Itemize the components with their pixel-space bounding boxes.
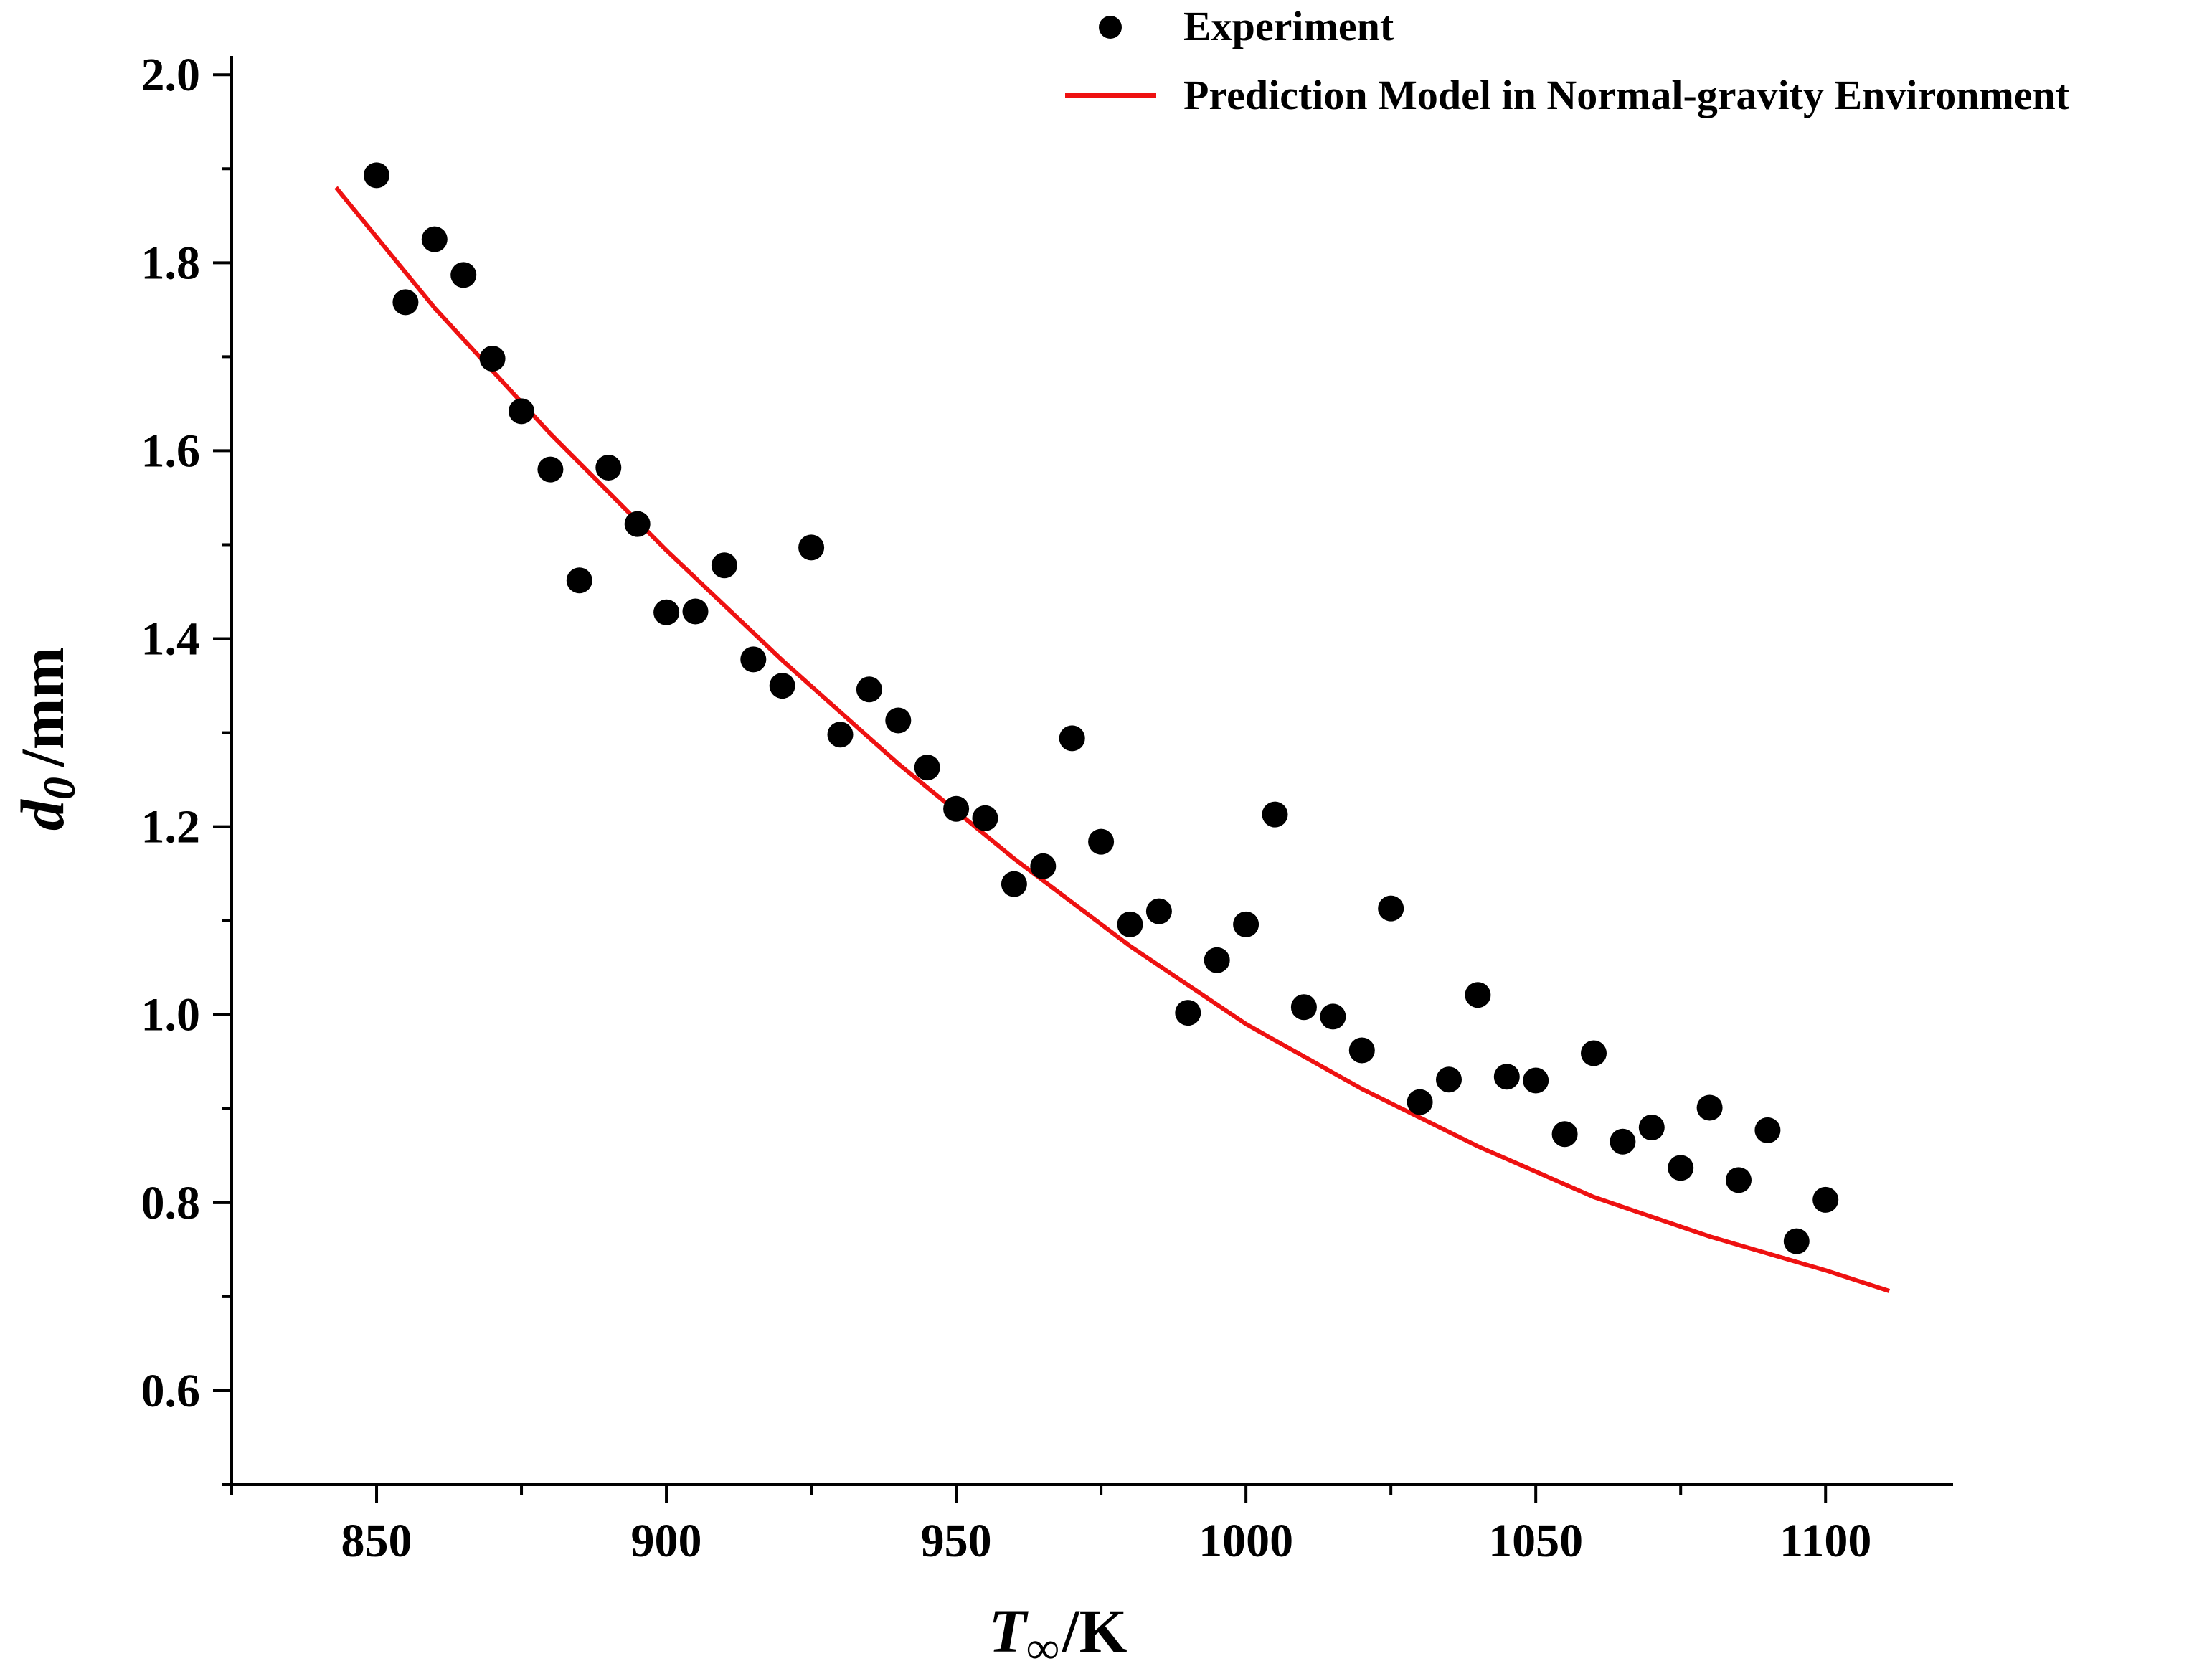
y-tick-label: 1.6: [141, 425, 201, 477]
y-tick-label: 1.8: [141, 237, 201, 289]
experiment-point: [798, 534, 825, 561]
legend-prediction-label: Prediction Model in Normal-gravity Envir…: [1183, 72, 2070, 118]
experiment-point: [537, 456, 564, 483]
prediction-model-line: [334, 186, 1891, 1293]
experiment-point: [364, 162, 389, 189]
experiment-point: [450, 262, 477, 288]
experiment-point: [885, 707, 912, 734]
experiment-point: [1348, 1037, 1375, 1064]
y-tick-label: 0.8: [141, 1177, 201, 1229]
y-axis-title: d0/mm: [8, 647, 85, 831]
experiment-point: [595, 455, 622, 481]
experiment-point: [1117, 911, 1143, 937]
experiment-point: [1030, 853, 1057, 879]
experiment-point: [1581, 1040, 1607, 1066]
y-tick-label: 2.0: [141, 49, 201, 101]
x-axis-ticks: 850 900 950 1000 1050 1100: [230, 1485, 1871, 1567]
experiment-point: [1493, 1064, 1520, 1090]
legend-experiment-marker: [1099, 16, 1122, 39]
experiment-point: [653, 599, 680, 625]
y-tick-label: 0.6: [141, 1365, 201, 1417]
experiment-point: [1436, 1066, 1462, 1093]
axes: [230, 56, 1953, 1486]
experiment-point: [1145, 898, 1172, 924]
x-tick-label: 950: [921, 1515, 992, 1567]
experiment-point: [1320, 1003, 1346, 1030]
legend-experiment-label: Experiment: [1183, 3, 1394, 49]
y-tick-label: 1.0: [141, 989, 201, 1041]
experiment-point: [566, 567, 592, 594]
x-tick-label: 1100: [1779, 1515, 1871, 1567]
experiment-point: [1175, 1000, 1201, 1026]
x-axis-title: T∞/K: [989, 1597, 1128, 1673]
experiment-point: [1407, 1089, 1433, 1115]
plot-area: [334, 162, 1891, 1293]
experiment-point: [1726, 1167, 1752, 1193]
experiment-point: [392, 289, 419, 316]
y-tick-label: 1.4: [141, 613, 201, 666]
experiment-point: [1812, 1186, 1839, 1213]
experiment-point: [1290, 994, 1317, 1021]
experiment-point: [1204, 947, 1230, 973]
experiment-point: [769, 673, 795, 699]
experiment-point: [509, 398, 534, 425]
y-tick-label: 1.2: [141, 801, 201, 853]
experiment-point: [1523, 1067, 1549, 1094]
experiment-point: [1262, 801, 1288, 828]
experiment-point: [1059, 725, 1085, 752]
y-axis-ticks: 0.6 0.8 1.0 1.2 1.4 1.6 1.8 2.0: [141, 49, 232, 1486]
x-tick-label: 850: [341, 1515, 412, 1567]
experiment-point: [1610, 1128, 1636, 1155]
experiment-point: [624, 511, 651, 537]
experiment-point: [711, 552, 737, 579]
experiment-point: [914, 755, 940, 781]
x-tick-label: 1050: [1488, 1515, 1583, 1567]
experiment-point: [421, 226, 448, 252]
experiment-point: [1754, 1117, 1781, 1143]
experiment-point: [682, 598, 709, 625]
experiment-point: [1551, 1121, 1578, 1148]
x-tick-label: 1000: [1199, 1515, 1293, 1567]
experiment-point: [1696, 1094, 1723, 1121]
experiment-point: [479, 346, 506, 372]
experiment-point: [856, 676, 882, 703]
legend: Experiment Prediction Model in Normal-gr…: [1065, 3, 2070, 118]
experiment-point: [1465, 982, 1491, 1008]
experiment-point: [972, 805, 998, 831]
experiment-point: [1233, 911, 1259, 937]
experiment-point: [1088, 828, 1115, 855]
x-tick-label: 900: [631, 1515, 702, 1567]
experiment-point: [1783, 1228, 1810, 1254]
experiment-point: [1668, 1155, 1694, 1181]
experiment-point: [740, 646, 767, 673]
experiment-point: [943, 795, 970, 822]
experiment-point: [1378, 895, 1404, 922]
experiment-point: [1001, 871, 1027, 897]
experiment-point: [827, 722, 854, 748]
experiment-point: [1638, 1115, 1665, 1140]
